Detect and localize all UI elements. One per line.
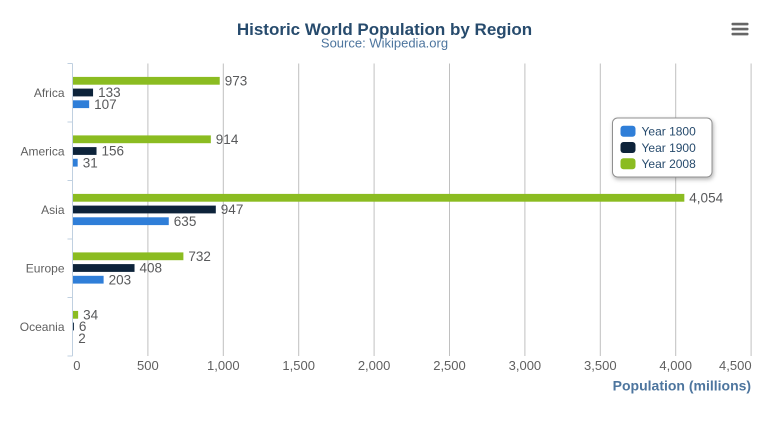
svg-text:500: 500 [137, 358, 159, 373]
svg-text:Population (millions): Population (millions) [613, 378, 751, 394]
svg-text:947: 947 [221, 202, 244, 217]
svg-text:203: 203 [109, 272, 132, 287]
svg-text:156: 156 [102, 144, 125, 159]
svg-text:133: 133 [98, 85, 121, 100]
svg-text:1,000: 1,000 [207, 358, 240, 373]
svg-text:973: 973 [225, 73, 248, 88]
svg-text:Source: Wikipedia.org: Source: Wikipedia.org [321, 36, 448, 51]
svg-text:914: 914 [216, 132, 239, 147]
svg-text:6: 6 [79, 319, 87, 334]
svg-text:Oceania: Oceania [20, 320, 65, 334]
svg-text:3,500: 3,500 [584, 358, 617, 373]
svg-text:107: 107 [94, 97, 117, 112]
svg-text:Year 1800: Year 1800 [642, 125, 697, 139]
svg-text:4,000: 4,000 [659, 358, 692, 373]
svg-text:Year 2008: Year 2008 [642, 157, 697, 171]
svg-text:Year 1900: Year 1900 [642, 141, 697, 155]
svg-text:31: 31 [83, 155, 98, 170]
svg-text:34: 34 [83, 307, 99, 322]
svg-text:2: 2 [78, 331, 86, 346]
svg-text:0: 0 [73, 358, 80, 373]
svg-text:408: 408 [140, 261, 163, 276]
svg-text:2,000: 2,000 [358, 358, 391, 373]
svg-text:America: America [20, 144, 64, 158]
svg-text:635: 635 [174, 214, 197, 229]
svg-text:Europe: Europe [26, 261, 65, 275]
svg-text:Historic World Population by R: Historic World Population by Region [237, 20, 532, 39]
svg-text:4,500: 4,500 [719, 358, 752, 373]
svg-text:1,500: 1,500 [282, 358, 315, 373]
svg-text:2,500: 2,500 [433, 358, 466, 373]
svg-text:3,000: 3,000 [509, 358, 542, 373]
svg-text:Africa: Africa [34, 86, 65, 100]
svg-text:4,054: 4,054 [689, 190, 723, 205]
svg-text:732: 732 [188, 249, 211, 264]
svg-text:Asia: Asia [41, 203, 65, 217]
